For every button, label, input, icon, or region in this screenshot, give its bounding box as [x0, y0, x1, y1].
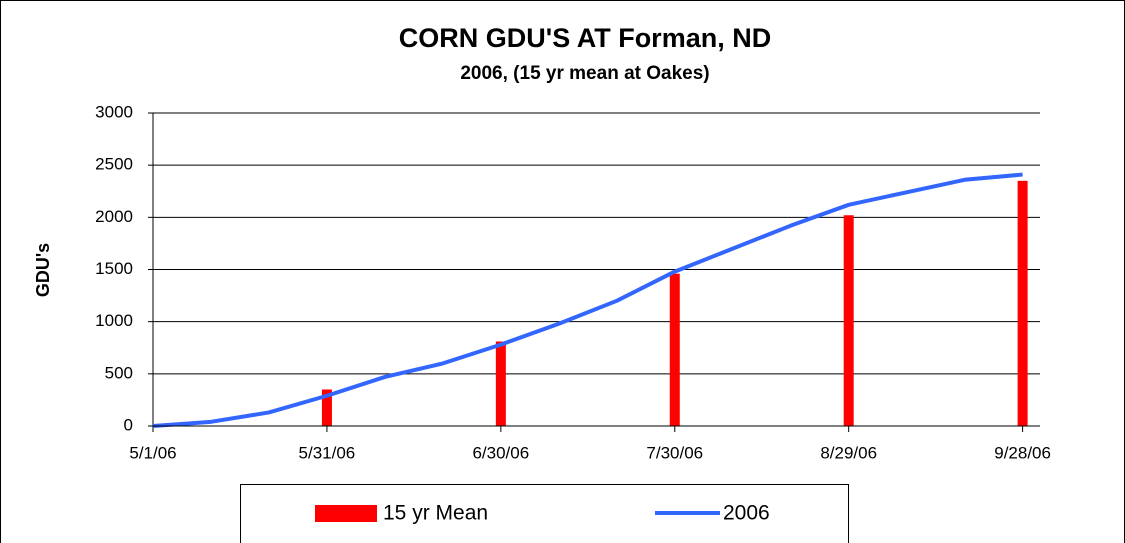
y-tick-label: 3000 [95, 102, 133, 121]
y-axis-label: GDU's [33, 243, 53, 297]
bar [321, 389, 332, 426]
x-tick-label: 9/28/06 [994, 443, 1051, 462]
x-tick-label: 8/29/06 [820, 443, 877, 462]
y-tick-label: 1500 [95, 259, 133, 278]
bar [495, 341, 506, 426]
x-tick-label: 5/1/06 [129, 443, 176, 462]
line [152, 172, 1023, 428]
legend-label: 2006 [723, 502, 770, 525]
chart-title: CORN GDU'S AT Forman, ND [399, 23, 771, 53]
x-tick-label: 6/30/06 [472, 443, 529, 462]
y-tick-label: 2000 [95, 207, 133, 226]
chart-subtitle: 2006, (15 yr mean at Oakes) [460, 63, 709, 84]
bar [669, 273, 680, 426]
legend-swatch [315, 505, 377, 522]
x-tick-label: 7/30/06 [646, 443, 703, 462]
y-tick-label: 2500 [95, 155, 133, 174]
y-tick-label: 0 [124, 415, 133, 434]
x-tick-label: 5/31/06 [299, 443, 356, 462]
bar [843, 215, 854, 426]
y-tick-label: 1000 [95, 311, 133, 330]
bar [1017, 180, 1028, 426]
legend-label: 15 yr Mean [383, 502, 488, 525]
y-tick-label: 500 [105, 363, 133, 382]
